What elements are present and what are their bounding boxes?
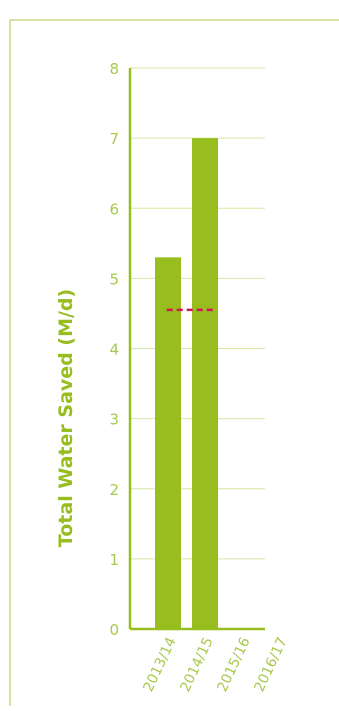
y-tick-label-0: 0 (109, 621, 119, 639)
bar-2014-15 (192, 138, 218, 629)
y-tick-label-5: 5 (109, 270, 119, 288)
y-axis-label: Total Water Saved (M/d) (55, 289, 77, 547)
y-tick-label-7: 7 (109, 130, 119, 148)
x-tick-label-2015-16: 2015/16 (215, 635, 254, 695)
bar-2013-14 (155, 257, 181, 629)
y-tick-labels: 0 1 2 3 4 5 6 7 8 (109, 60, 119, 639)
y-tick-label-2: 2 (109, 481, 119, 499)
axes (128, 68, 265, 631)
x-tick-label-2013-14: 2013/14 (141, 635, 180, 695)
y-tick-label-3: 3 (109, 411, 119, 429)
bars (155, 138, 218, 629)
y-tick-label-6: 6 (109, 200, 119, 218)
x-tick-label-2016-17: 2016/17 (252, 635, 291, 694)
x-tick-label-2014-15: 2014/15 (178, 635, 217, 694)
y-tick-label-8: 8 (109, 60, 119, 78)
y-tick-label-1: 1 (109, 551, 119, 569)
y-tick-label-4: 4 (109, 341, 119, 359)
